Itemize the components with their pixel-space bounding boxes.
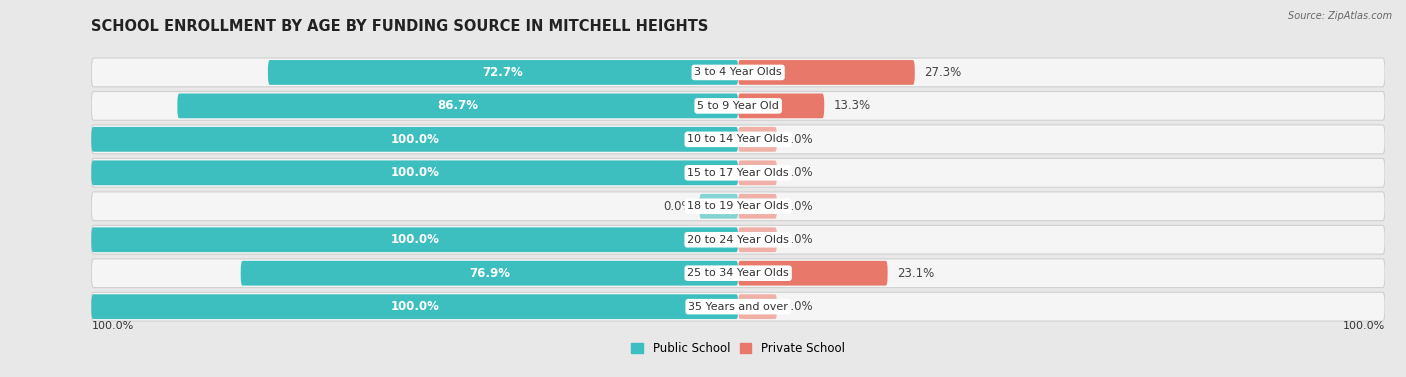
Text: 100.0%: 100.0% — [391, 300, 439, 313]
FancyBboxPatch shape — [91, 125, 1385, 154]
FancyBboxPatch shape — [738, 261, 887, 286]
FancyBboxPatch shape — [699, 194, 738, 219]
Text: 86.7%: 86.7% — [437, 100, 478, 112]
FancyBboxPatch shape — [738, 60, 915, 85]
Text: 100.0%: 100.0% — [391, 166, 439, 179]
FancyBboxPatch shape — [91, 259, 1385, 288]
FancyBboxPatch shape — [240, 261, 738, 286]
Text: SCHOOL ENROLLMENT BY AGE BY FUNDING SOURCE IN MITCHELL HEIGHTS: SCHOOL ENROLLMENT BY AGE BY FUNDING SOUR… — [91, 19, 709, 34]
FancyBboxPatch shape — [738, 127, 778, 152]
FancyBboxPatch shape — [91, 294, 738, 319]
Text: 35 Years and over: 35 Years and over — [688, 302, 789, 312]
Text: 100.0%: 100.0% — [1343, 321, 1385, 331]
FancyBboxPatch shape — [738, 227, 778, 252]
Text: 27.3%: 27.3% — [924, 66, 962, 79]
FancyBboxPatch shape — [91, 161, 738, 185]
FancyBboxPatch shape — [269, 60, 738, 85]
Text: 13.3%: 13.3% — [834, 100, 870, 112]
Text: 3 to 4 Year Olds: 3 to 4 Year Olds — [695, 67, 782, 77]
Text: 0.0%: 0.0% — [783, 133, 813, 146]
FancyBboxPatch shape — [91, 158, 1385, 187]
Text: Source: ZipAtlas.com: Source: ZipAtlas.com — [1288, 11, 1392, 21]
Text: 0.0%: 0.0% — [783, 166, 813, 179]
Legend: Public School, Private School: Public School, Private School — [627, 337, 849, 360]
Text: 23.1%: 23.1% — [897, 267, 935, 280]
FancyBboxPatch shape — [91, 227, 738, 252]
FancyBboxPatch shape — [738, 161, 778, 185]
Text: 10 to 14 Year Olds: 10 to 14 Year Olds — [688, 134, 789, 144]
Text: 100.0%: 100.0% — [391, 133, 439, 146]
Text: 0.0%: 0.0% — [783, 233, 813, 246]
Text: 0.0%: 0.0% — [783, 200, 813, 213]
Text: 15 to 17 Year Olds: 15 to 17 Year Olds — [688, 168, 789, 178]
FancyBboxPatch shape — [91, 92, 1385, 120]
Text: 100.0%: 100.0% — [391, 233, 439, 246]
Text: 76.9%: 76.9% — [470, 267, 510, 280]
Text: 100.0%: 100.0% — [91, 321, 134, 331]
FancyBboxPatch shape — [738, 194, 778, 219]
Text: 20 to 24 Year Olds: 20 to 24 Year Olds — [688, 235, 789, 245]
FancyBboxPatch shape — [738, 294, 778, 319]
FancyBboxPatch shape — [91, 292, 1385, 321]
Text: 0.0%: 0.0% — [783, 300, 813, 313]
Text: 5 to 9 Year Old: 5 to 9 Year Old — [697, 101, 779, 111]
FancyBboxPatch shape — [91, 192, 1385, 221]
Text: 25 to 34 Year Olds: 25 to 34 Year Olds — [688, 268, 789, 278]
Text: 72.7%: 72.7% — [482, 66, 523, 79]
FancyBboxPatch shape — [738, 93, 824, 118]
FancyBboxPatch shape — [91, 225, 1385, 254]
Text: 0.0%: 0.0% — [664, 200, 693, 213]
FancyBboxPatch shape — [91, 58, 1385, 87]
Text: 18 to 19 Year Olds: 18 to 19 Year Olds — [688, 201, 789, 211]
FancyBboxPatch shape — [91, 127, 738, 152]
FancyBboxPatch shape — [177, 93, 738, 118]
